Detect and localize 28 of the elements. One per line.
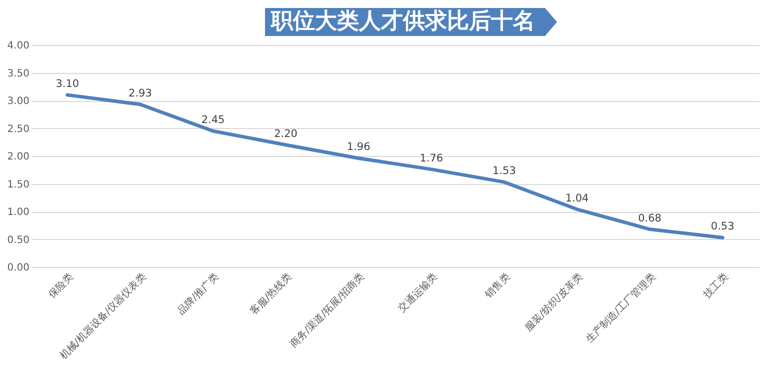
x-tick-label: 客服/热线类 [248, 270, 294, 318]
x-tick-label: 销售类 [482, 270, 512, 302]
y-tick-label: 1.00 [7, 207, 30, 218]
text: 1.53 [492, 165, 516, 178]
x-tick-label: 生产制造/工厂管理类 [584, 270, 658, 346]
text: 3.10 [56, 78, 80, 90]
text: 1.96 [346, 141, 370, 154]
y-tick-label: 3.00 [7, 96, 30, 107]
text: 2.20 [274, 128, 298, 140]
x-tick-label: 保险类 [46, 270, 76, 300]
chart-title: 职位大类人才供求比后十名 [265, 8, 557, 36]
text: 2.45 [201, 114, 225, 126]
y-tick-label: 3.50 [7, 68, 30, 80]
y-tick-label: 0.50 [7, 234, 30, 246]
text: 1.04 [565, 192, 589, 204]
y-tick-label: 0.00 [7, 262, 30, 274]
y-tick-label: 1.50 [7, 179, 30, 190]
x-tick-label: 品牌/推广类 [175, 270, 222, 318]
y-tick-label: 2.50 [7, 124, 30, 135]
x-tick-label: 技工类 [700, 270, 731, 302]
y-tick-label: 2.00 [7, 152, 30, 162]
text: 0.53 [710, 220, 734, 233]
x-tick-label: 服装/纺织/皮革类 [522, 270, 586, 334]
y-tick-label: 4.00 [7, 40, 30, 52]
text: 1.76 [420, 152, 444, 164]
text: 2.93 [128, 87, 152, 100]
text: 0.68 [638, 212, 662, 224]
x-tick-label: 交通运输类 [396, 270, 440, 315]
